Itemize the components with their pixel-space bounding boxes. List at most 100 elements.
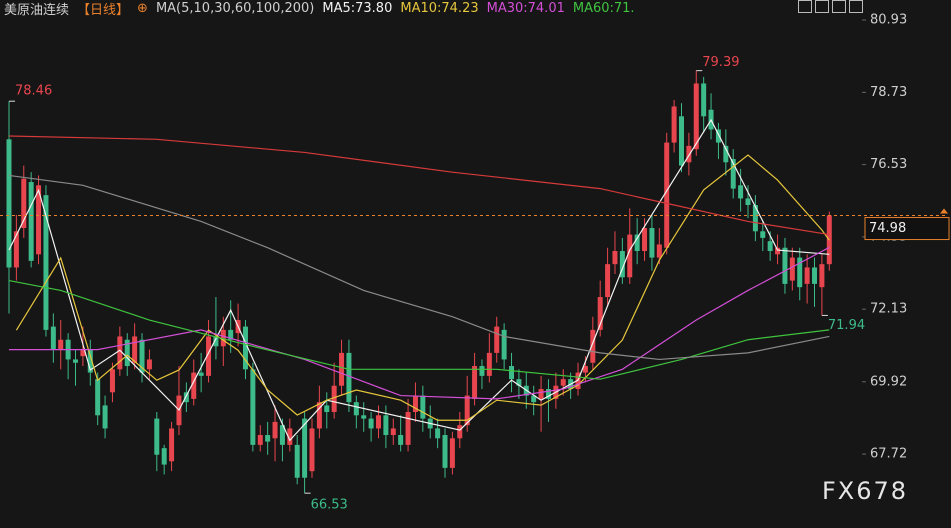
candle-body	[302, 418, 308, 478]
candle-body	[582, 366, 588, 373]
candle-body	[723, 145, 729, 163]
toolbar	[798, 0, 863, 13]
ma-line	[8, 118, 830, 442]
candle-body	[738, 185, 744, 199]
legend-entry: MA10:74.23	[400, 1, 479, 16]
candle-body	[324, 405, 330, 413]
y-tick-label: 76.53	[870, 157, 907, 172]
candle-body	[265, 435, 271, 442]
toolbar-button[interactable]	[832, 0, 846, 13]
candle-body	[405, 412, 411, 445]
candle-body	[479, 366, 485, 376]
candle-body	[560, 379, 566, 386]
ma-line	[15, 154, 830, 421]
candle-body	[686, 145, 692, 163]
period[interactable]: 【日线】	[77, 3, 130, 18]
candle-body	[693, 83, 699, 150]
legend: 美原油连续 【日线】 ⊕ MA(5,10,30,60,100,200) MA5:…	[4, 0, 635, 18]
candle-body	[442, 435, 448, 468]
candle-body	[715, 129, 721, 143]
current-price-label: 74.98	[869, 221, 906, 236]
candle-body	[279, 425, 285, 445]
candle-body	[50, 326, 56, 350]
candle-body	[767, 241, 773, 252]
candle-body	[390, 428, 396, 436]
candle-body	[73, 359, 79, 363]
candle-body	[220, 329, 226, 347]
candle-body	[43, 195, 49, 330]
watermark: FX678	[822, 477, 908, 505]
candle-body	[804, 267, 810, 284]
candle-body	[124, 339, 130, 367]
candle-body	[21, 178, 27, 229]
candle-body	[420, 395, 426, 419]
candle-body	[789, 257, 795, 281]
candle-body	[509, 366, 515, 380]
candle-body	[242, 326, 248, 370]
y-tick-label: 67.72	[870, 447, 907, 462]
toolbar-button[interactable]	[815, 0, 829, 13]
legend-entry: MA30:74.01	[486, 1, 565, 16]
candle-body	[272, 421, 278, 439]
candle-body	[139, 339, 145, 373]
candle-body	[671, 106, 677, 143]
ma-params[interactable]: MA(5,10,30,60,100,200)	[155, 1, 315, 16]
settings-icon[interactable]: ⊕	[137, 1, 148, 16]
y-tick-label: 72.13	[870, 302, 907, 317]
candle-body	[257, 435, 263, 445]
candle-body	[6, 139, 12, 268]
ma-line	[8, 135, 830, 236]
y-tick-label: 80.93	[870, 13, 907, 28]
candle-body	[154, 418, 160, 455]
candle-body	[398, 435, 404, 445]
candle-body	[309, 428, 315, 472]
candle-body	[634, 234, 640, 252]
annotation: 79.39	[702, 55, 739, 70]
candle-body	[730, 159, 736, 189]
candle-body	[760, 231, 766, 238]
candle-body	[146, 359, 152, 370]
candle-body	[109, 369, 115, 393]
candle-body	[494, 326, 500, 353]
candle-body	[782, 247, 788, 284]
legend-entry: MA60:71.	[572, 1, 635, 16]
candle-body	[545, 389, 551, 399]
candle-body	[368, 418, 374, 429]
candle-body	[531, 395, 537, 403]
candle-body	[590, 329, 596, 363]
legend-entry: MA5:73.80	[322, 1, 393, 16]
candle-body	[412, 395, 418, 413]
candle-body	[819, 264, 825, 288]
candle-body	[435, 428, 441, 439]
candle-body	[605, 264, 611, 298]
toolbar-button[interactable]	[849, 0, 863, 13]
candle-body	[376, 415, 381, 429]
ma-line	[8, 174, 830, 361]
candle-body	[745, 198, 751, 206]
y-tick-label: 69.92	[870, 374, 907, 389]
toolbar-button[interactable]	[798, 0, 812, 13]
candle-body	[678, 116, 684, 166]
candle-body	[656, 244, 662, 258]
y-tick-label: 78.73	[870, 85, 907, 100]
current-price-box	[864, 217, 950, 241]
candle-body	[612, 251, 618, 265]
candle-body	[627, 234, 633, 278]
ma-line	[8, 280, 830, 380]
candle-body	[287, 428, 293, 445]
candle-body	[449, 438, 455, 468]
candle-body	[331, 385, 337, 413]
candle-body	[501, 329, 507, 360]
candle-body	[102, 405, 108, 429]
candle-body	[228, 329, 234, 340]
candle-body	[752, 205, 758, 232]
candle-body	[213, 336, 219, 347]
candle-body	[486, 352, 492, 376]
annotation: 78.46	[15, 84, 52, 99]
candle-body	[597, 297, 603, 330]
candle-body	[198, 372, 204, 376]
candle-body	[353, 402, 359, 416]
candle-body	[250, 369, 256, 445]
